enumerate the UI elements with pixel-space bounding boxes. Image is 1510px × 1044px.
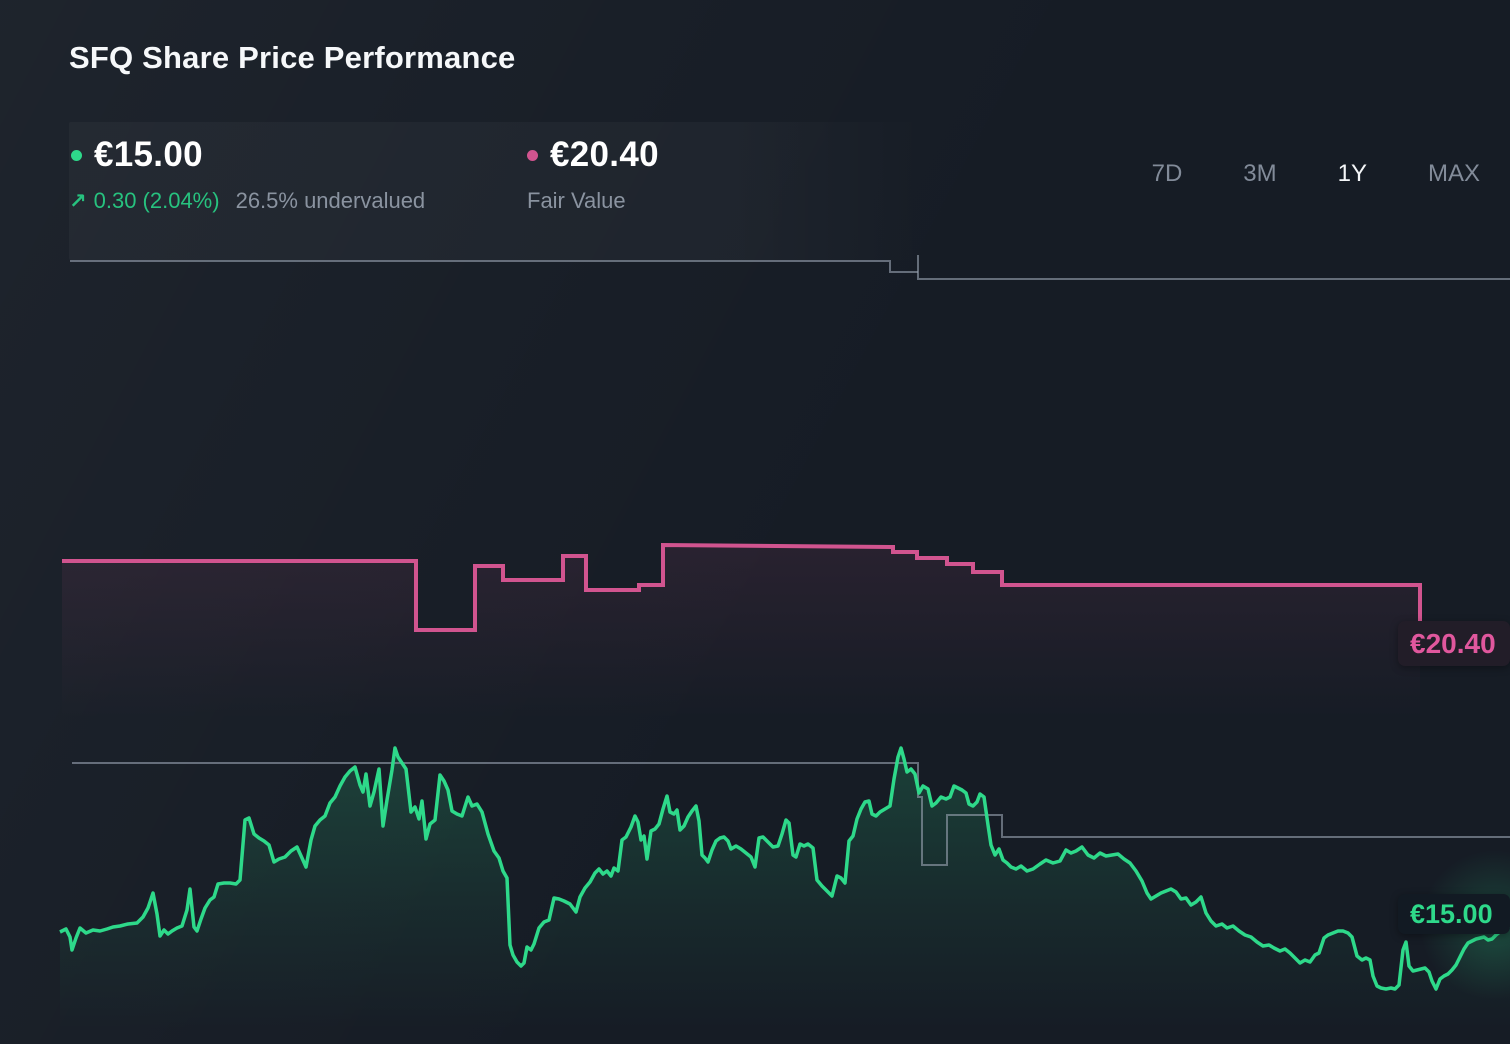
range-option-7d[interactable]: 7D: [1151, 160, 1183, 187]
valuation-status: 26.5% undervalued: [235, 188, 426, 213]
current-price-value: €15.00: [94, 135, 203, 174]
fair-value-badge: €20.40: [1398, 621, 1510, 666]
fair-value-amount: €20.40: [550, 135, 659, 174]
fair-value-label: Fair Value: [527, 188, 626, 213]
fair-value-line: [62, 542, 1422, 632]
reference-line-upper-right: [917, 255, 1510, 280]
current-price-dot-icon: [71, 149, 82, 161]
range-option-3m[interactable]: 3M: [1243, 160, 1277, 187]
price-change: 0.30 (2.04%): [93, 188, 220, 213]
up-arrow-icon: ↗: [69, 189, 87, 213]
current-price-badge-text: €15.00: [1410, 898, 1493, 929]
current-price-badge: €15.00: [1398, 894, 1510, 934]
price-panel: €15.00 ↗ 0.30 (2.04%) 26.5% undervalued …: [69, 122, 925, 260]
range-selector: 7D 3M 1Y MAX: [1150, 156, 1482, 192]
share-price-line: [59, 746, 1510, 991]
fair-value-dot-icon: [527, 149, 538, 161]
page-title: SFQ Share Price Performance: [69, 40, 516, 75]
reference-line-upper-left: [70, 260, 918, 273]
fair-value-badge-text: €20.40: [1410, 627, 1496, 659]
range-option-1y[interactable]: 1Y: [1337, 160, 1367, 187]
range-option-max[interactable]: MAX: [1427, 160, 1480, 187]
